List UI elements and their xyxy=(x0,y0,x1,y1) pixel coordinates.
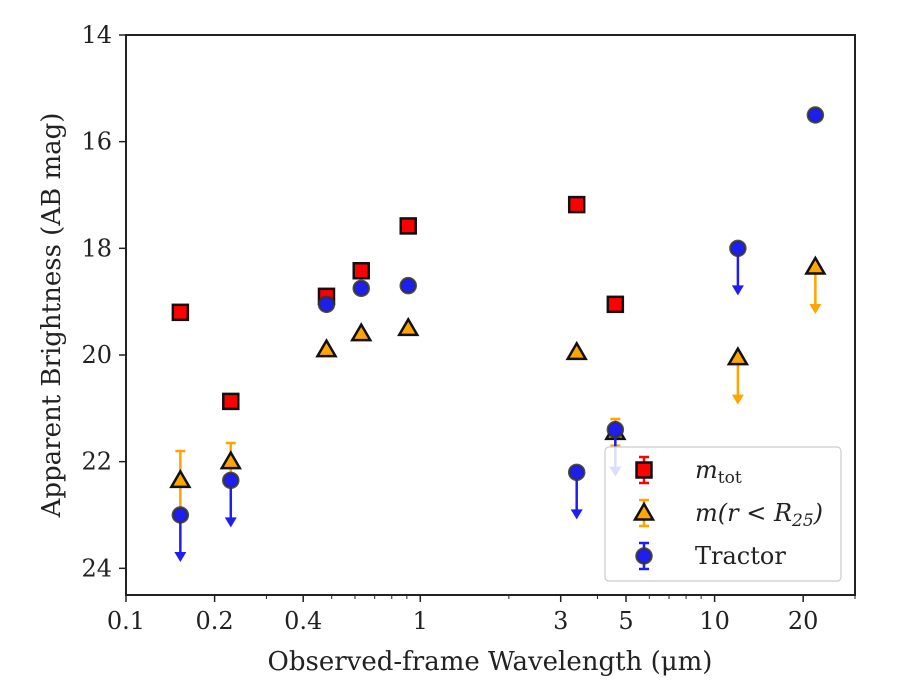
y-tick-label: 24 xyxy=(81,554,112,582)
data-point xyxy=(315,338,338,358)
data-point xyxy=(804,255,827,275)
data-point xyxy=(399,217,417,235)
y-tick-label: 14 xyxy=(81,21,112,49)
legend-marker xyxy=(635,547,653,565)
legend: mtot m(r < R25) Tractor xyxy=(604,446,842,582)
x-tick-label: 10 xyxy=(699,607,730,635)
legend-frame xyxy=(604,446,842,582)
data-point xyxy=(171,506,190,524)
legend-marker xyxy=(635,461,653,479)
x-tick-label: 20 xyxy=(788,607,819,635)
upper-limit-arrowhead xyxy=(570,509,583,520)
data-point xyxy=(222,471,240,490)
x-tick-label: 1 xyxy=(413,607,428,635)
x-axis-label: Observed-frame Wavelength (μm) xyxy=(268,647,713,677)
y-tick-label: 18 xyxy=(81,234,112,262)
data-point xyxy=(219,450,242,470)
upper-limit-arrowhead xyxy=(174,552,187,562)
data-point xyxy=(397,316,420,337)
data-point xyxy=(222,392,240,411)
x-axis-ticks: 0.1 0.2 0.4 1 3 5 10 20 xyxy=(107,595,856,635)
data-point xyxy=(726,346,750,366)
y-tick-label: 22 xyxy=(81,448,112,476)
plot-frame xyxy=(125,34,856,596)
upper-limit-arrowhead xyxy=(731,285,744,296)
data-point xyxy=(729,239,747,258)
legend-label: m(r < R25) xyxy=(695,499,823,531)
x-tick-label: 0.1 xyxy=(107,607,145,635)
y-tick-label: 20 xyxy=(81,341,112,369)
y-tick-label: 16 xyxy=(81,128,112,156)
data-point xyxy=(567,195,586,214)
x-tick-label: 5 xyxy=(618,607,633,635)
upper-limit-arrowhead xyxy=(224,517,237,528)
legend-label: mtot xyxy=(695,456,742,488)
upper-limit-arrowhead xyxy=(731,394,744,405)
upper-limit-arrowhead xyxy=(809,304,822,314)
data-point xyxy=(352,279,370,298)
data-point xyxy=(169,468,192,489)
data-point xyxy=(606,420,625,439)
y-axis-label: Apparent Brightness (AB mag) xyxy=(37,113,67,519)
data-point xyxy=(171,303,190,322)
legend-label: Tractor xyxy=(695,542,786,570)
series-square xyxy=(171,195,625,411)
data-point xyxy=(806,106,825,124)
data-point xyxy=(606,295,625,314)
x-tick-label: 0.4 xyxy=(284,607,322,635)
data-point xyxy=(352,261,370,280)
data-point xyxy=(350,322,373,342)
x-tick-label: 3 xyxy=(553,607,568,635)
data-point xyxy=(399,276,417,295)
data-point xyxy=(565,340,588,361)
legend-marker xyxy=(632,501,656,521)
y-axis-ticks: 14 16 18 20 22 24 xyxy=(81,21,126,582)
data-point xyxy=(567,463,586,482)
x-tick-label: 0.2 xyxy=(196,607,234,635)
data-point xyxy=(317,295,336,314)
